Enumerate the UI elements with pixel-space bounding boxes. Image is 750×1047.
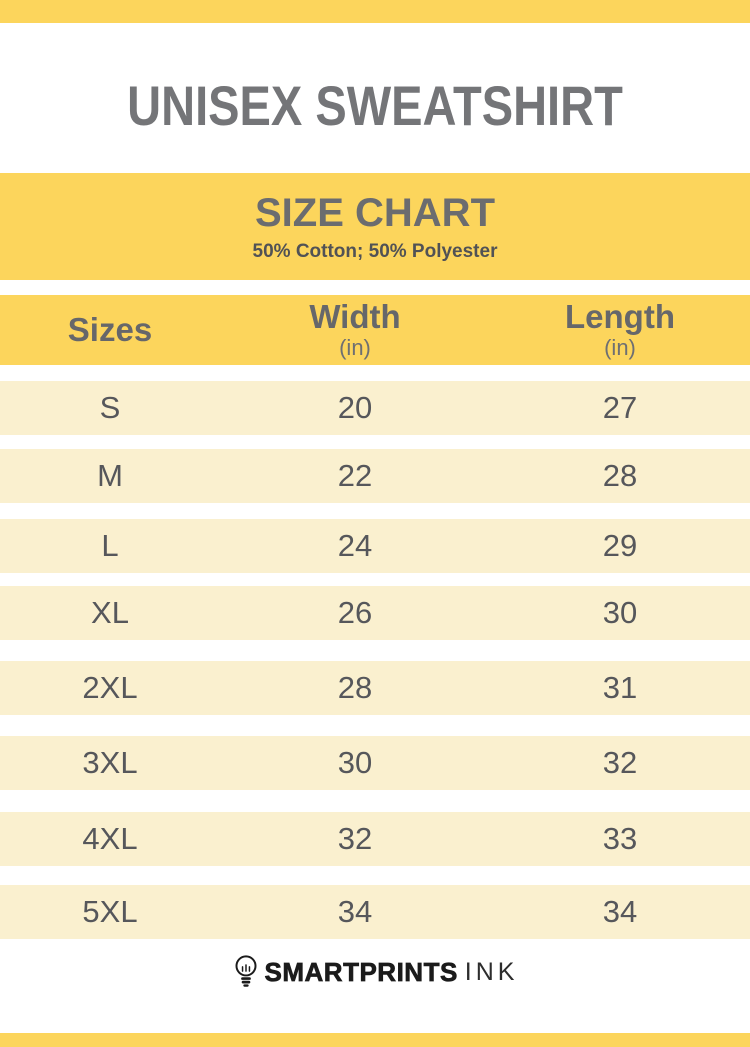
- length-cell: 30: [602, 595, 638, 630]
- brand-name-secondary: INK: [464, 957, 519, 986]
- length-cell: 34: [602, 894, 638, 929]
- table-row: S 20 27: [0, 381, 750, 435]
- column-header-length: Length (in): [490, 295, 750, 365]
- length-cell: 27: [602, 390, 638, 425]
- table-header-row: Sizes Width (in) Length (in): [0, 295, 750, 365]
- page-title: UNISEX SWEATSHIRT: [127, 74, 623, 137]
- size-cell: 3XL: [82, 745, 138, 780]
- brand-footer: SMARTPRINTS INK: [0, 952, 750, 992]
- size-cell: 4XL: [82, 821, 138, 856]
- length-cell: 32: [602, 745, 638, 780]
- width-cell: 32: [337, 821, 373, 856]
- table-row: 4XL 32 33: [0, 812, 750, 866]
- length-cell: 28: [602, 458, 638, 493]
- size-cell: M: [97, 458, 123, 493]
- size-cell: XL: [91, 595, 129, 630]
- brand-name-primary: SMARTPRINTS: [264, 957, 458, 987]
- table-row: 2XL 28 31: [0, 661, 750, 715]
- width-cell: 26: [337, 595, 373, 630]
- width-cell: 20: [337, 390, 373, 425]
- width-cell: 34: [337, 894, 373, 929]
- width-cell: 22: [337, 458, 373, 493]
- table-row: 5XL 34 34: [0, 885, 750, 939]
- column-unit: (in): [604, 334, 636, 360]
- banner-subtitle: 50% Cotton; 50% Polyester: [252, 240, 498, 262]
- size-cell: S: [99, 390, 121, 425]
- bottom-accent-bar: [0, 1033, 750, 1047]
- table-row: 3XL 30 32: [0, 736, 750, 790]
- width-cell: 24: [337, 528, 373, 563]
- length-cell: 29: [602, 528, 638, 563]
- size-cell: 5XL: [82, 894, 138, 929]
- size-cell: L: [101, 528, 119, 563]
- column-header-sizes: Sizes: [0, 295, 220, 365]
- table-row: L 24 29: [0, 519, 750, 573]
- top-accent-bar: [0, 0, 750, 23]
- length-cell: 33: [602, 821, 638, 856]
- size-chart-banner: SIZE CHART 50% Cotton; 50% Polyester: [0, 173, 750, 280]
- column-label: Sizes: [67, 310, 153, 348]
- table-row: XL 26 30: [0, 586, 750, 640]
- width-cell: 28: [337, 670, 373, 705]
- length-cell: 31: [602, 670, 638, 705]
- width-cell: 30: [337, 745, 373, 780]
- table-row: M 22 28: [0, 449, 750, 503]
- column-header-width: Width (in): [220, 295, 490, 365]
- banner-title: SIZE CHART: [255, 190, 495, 235]
- column-label: Length: [565, 298, 675, 336]
- column-unit: (in): [339, 334, 371, 360]
- size-cell: 2XL: [82, 670, 138, 705]
- column-label: Width: [309, 298, 401, 336]
- lightbulb-icon: [232, 954, 260, 990]
